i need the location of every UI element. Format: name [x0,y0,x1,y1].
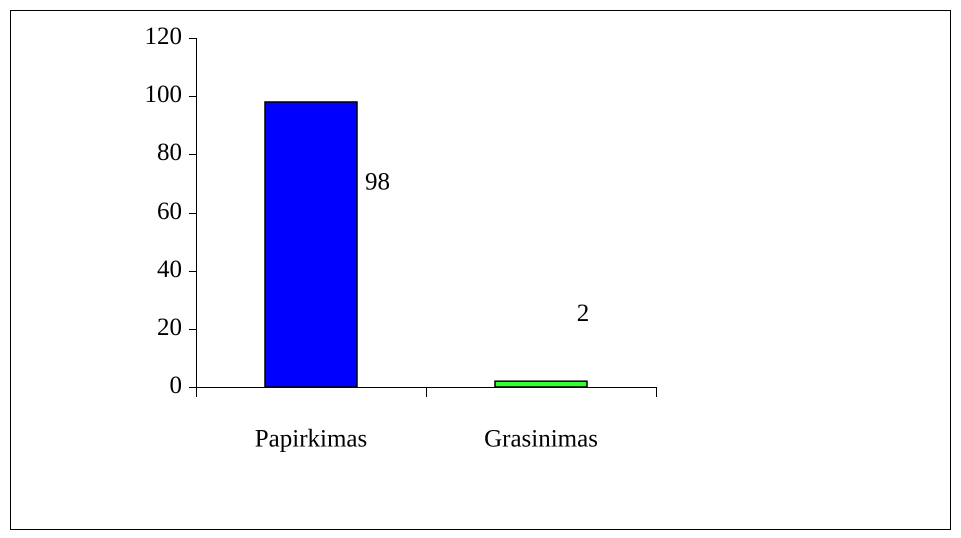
y-tick-label: 60 [157,198,182,225]
y-tick-label: 20 [157,314,182,341]
x-tick-label: Grasinimas [484,426,598,453]
y-tick-label: 100 [145,81,183,108]
y-tick-label: 80 [157,139,182,166]
x-tick-label: Papirkimas [255,426,368,453]
y-tick-label: 120 [145,23,183,50]
data-label: 98 [365,169,390,196]
bar [494,380,588,388]
y-tick-label: 0 [170,372,183,399]
chart-frame [10,10,951,530]
data-label: 2 [577,300,590,327]
bar [264,101,358,388]
y-tick-label: 40 [157,256,182,283]
